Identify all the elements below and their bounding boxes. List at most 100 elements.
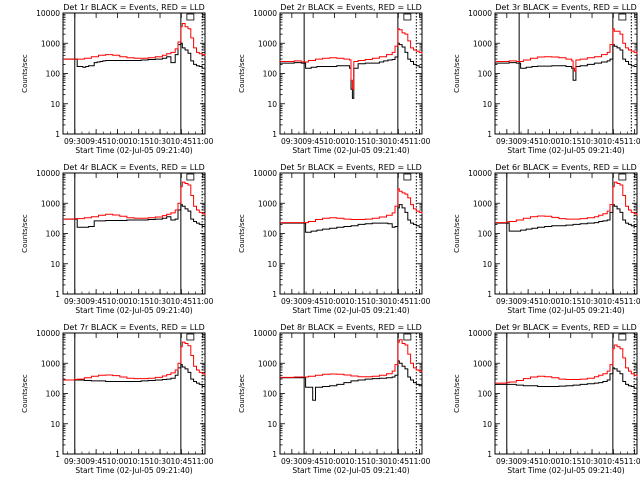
y-tick-label: 10 <box>267 260 277 269</box>
x-axis-label: Start Time (02-Jul-05 09:21:40) <box>75 466 192 475</box>
y-tick-label: 10 <box>482 260 492 269</box>
x-tick-label: 10:00 <box>539 137 561 146</box>
y-tick-label: 100 <box>46 390 61 399</box>
y-tick-label: 10 <box>267 420 277 429</box>
y-tick-label: 10 <box>482 100 492 109</box>
x-tick-label: 10:00 <box>107 297 129 306</box>
x-tick-label: 10:15 <box>560 297 582 306</box>
y-tick-label: 100 <box>263 70 278 79</box>
flag-box <box>403 333 412 341</box>
y-tick-label: 1 <box>272 130 277 139</box>
y-tick-label: 100 <box>263 390 278 399</box>
y-axis-label: Counts/sec <box>453 214 461 253</box>
y-tick-label: 1 <box>272 450 277 459</box>
x-tick-label: 09:30 <box>281 457 303 466</box>
x-tick-label: 10:00 <box>107 457 129 466</box>
y-axis-label: Counts/sec <box>453 374 461 413</box>
x-tick-label: 09:45 <box>85 137 107 146</box>
y-tick-label: 1 <box>272 290 277 299</box>
x-tick-label: 10:30 <box>366 457 388 466</box>
y-tick-label: 10 <box>50 420 60 429</box>
x-tick-label: 10:15 <box>345 297 367 306</box>
y-tick-label: 1 <box>487 130 492 139</box>
series-lld-line <box>495 28 638 72</box>
y-tick-label: 10000 <box>253 329 277 338</box>
x-axis-label: Start Time (02-Jul-05 09:21:40) <box>292 146 409 155</box>
x-tick-label: 09:45 <box>302 297 324 306</box>
y-tick-label: 10000 <box>468 329 492 338</box>
y-tick-label: 100 <box>478 70 493 79</box>
series-lld-line <box>495 344 638 384</box>
flag-box <box>618 13 627 21</box>
panel-7: Det 7r BLACK = Events, RED = LLD 1 10 100 10… <box>21 323 214 475</box>
x-tick-label: 10:45 <box>388 457 410 466</box>
series-events-line <box>495 204 638 232</box>
x-tick-label: 10:15 <box>128 137 150 146</box>
x-tick-label: 10:30 <box>581 137 603 146</box>
x-tick-label: 09:45 <box>302 457 324 466</box>
y-tick-label: 100 <box>46 230 61 239</box>
y-tick-label: 1000 <box>258 359 277 368</box>
y-tick-label: 10000 <box>468 9 492 18</box>
x-tick-label: 11:00 <box>192 137 214 146</box>
y-axis-label: Counts/sec <box>21 374 29 413</box>
x-tick-label: 10:45 <box>603 297 625 306</box>
x-tick-label: 10:00 <box>539 457 561 466</box>
panel-1: Det 1r BLACK = Events, RED = LLD 1 10 100 10… <box>21 3 214 155</box>
y-axis-label: Counts/sec <box>238 214 246 253</box>
x-tick-label: 10:45 <box>603 137 625 146</box>
y-tick-label: 1 <box>487 290 492 299</box>
y-tick-label: 100 <box>263 230 278 239</box>
y-tick-label: 10000 <box>253 169 277 178</box>
x-tick-label: 10:00 <box>107 137 129 146</box>
y-tick-label: 10 <box>50 100 60 109</box>
x-tick-label: 09:45 <box>517 137 539 146</box>
panel-title: Det 7r BLACK = Events, RED = LLD <box>63 323 205 332</box>
panel-title: Det 3r BLACK = Events, RED = LLD <box>495 3 637 12</box>
x-tick-label: 10:00 <box>539 297 561 306</box>
x-tick-label: 09:45 <box>517 457 539 466</box>
y-tick-label: 1 <box>487 450 492 459</box>
y-tick-label: 10000 <box>36 329 60 338</box>
x-tick-label: 09:45 <box>85 457 107 466</box>
y-tick-label: 10 <box>482 420 492 429</box>
x-tick-label: 11:00 <box>624 297 640 306</box>
x-tick-label: 11:00 <box>192 457 214 466</box>
flag-box <box>618 333 627 341</box>
x-tick-label: 09:30 <box>64 297 86 306</box>
panel-3: Det 3r BLACK = Events, RED = LLD 1 10 100 10… <box>453 3 640 155</box>
panel-title: Det 2r BLACK = Events, RED = LLD <box>280 3 422 12</box>
y-axis-label: Counts/sec <box>21 54 29 93</box>
y-tick-label: 1000 <box>41 359 60 368</box>
x-tick-label: 11:00 <box>192 297 214 306</box>
series-lld-line <box>63 181 206 220</box>
panel-title: Det 1r BLACK = Events, RED = LLD <box>63 3 205 12</box>
x-axis-label: Start Time (02-Jul-05 09:21:40) <box>75 306 192 315</box>
x-tick-label: 09:30 <box>64 137 86 146</box>
x-tick-label: 11:00 <box>624 457 640 466</box>
y-tick-label: 10000 <box>253 9 277 18</box>
series-lld-line <box>495 181 638 224</box>
series-events-line <box>280 42 423 99</box>
x-axis-label: Start Time (02-Jul-05 09:21:40) <box>507 466 624 475</box>
y-tick-label: 1000 <box>473 359 492 368</box>
flag-box <box>403 13 412 21</box>
x-tick-label: 10:30 <box>149 137 171 146</box>
y-tick-label: 100 <box>46 70 61 79</box>
series-events-line <box>495 44 638 81</box>
y-tick-label: 1000 <box>41 199 60 208</box>
x-axis-label: Start Time (02-Jul-05 09:21:40) <box>507 306 624 315</box>
series-lld-line <box>280 339 423 378</box>
x-tick-label: 10:30 <box>149 297 171 306</box>
series-lld-line <box>63 341 206 381</box>
x-tick-label: 09:45 <box>85 297 107 306</box>
series-lld-line <box>280 28 423 90</box>
series-events-line <box>63 364 206 389</box>
x-tick-label: 11:00 <box>409 457 431 466</box>
y-tick-label: 1000 <box>473 39 492 48</box>
x-tick-label: 10:45 <box>171 137 193 146</box>
x-tick-label: 10:15 <box>560 457 582 466</box>
panel-8: Det 8r BLACK = Events, RED = LLD 1 10 100 10… <box>238 323 431 475</box>
panel-title: Det 6r BLACK = Events, RED = LLD <box>495 163 637 172</box>
x-tick-label: 09:30 <box>496 297 518 306</box>
